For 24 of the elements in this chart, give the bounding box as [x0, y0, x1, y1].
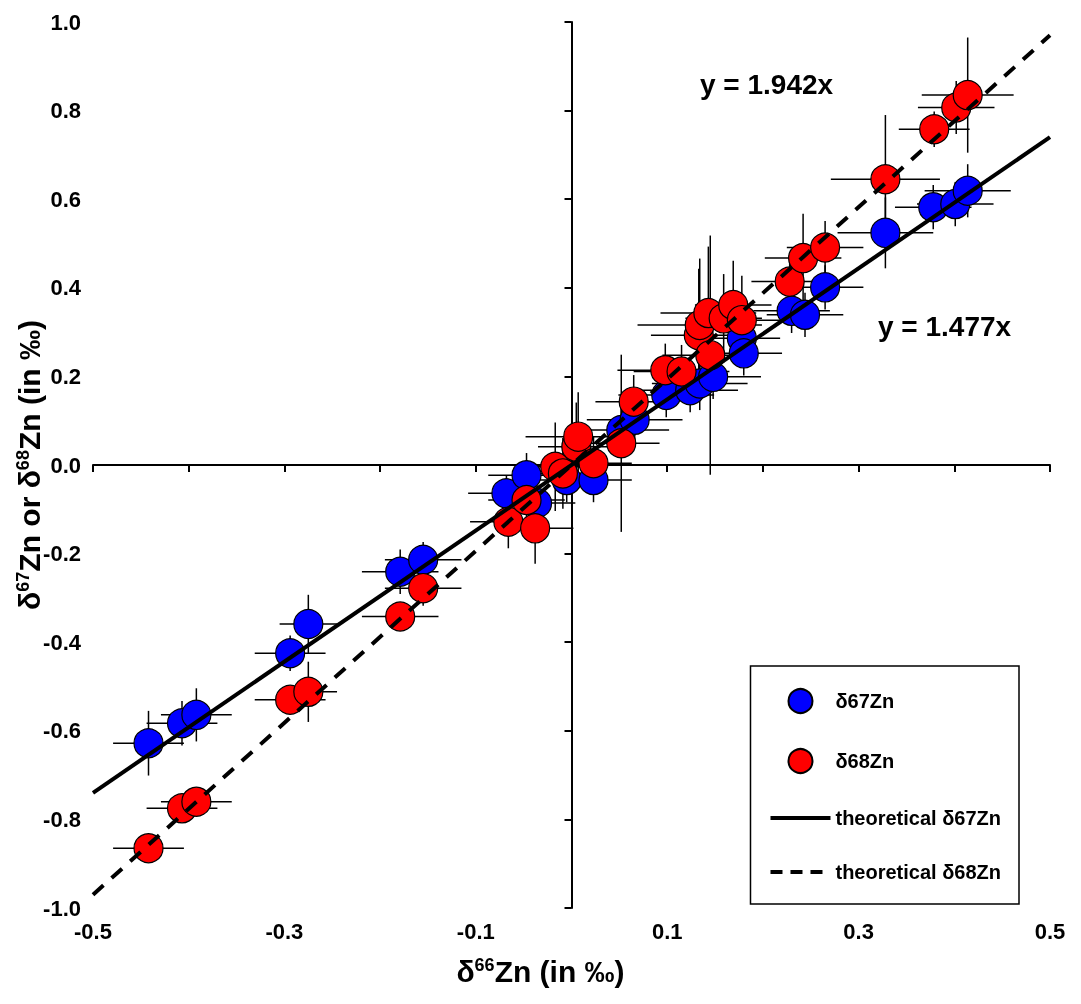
- legend-label: δ67Zn: [835, 690, 895, 712]
- x-tick-label: 0.3: [843, 918, 874, 944]
- legend-label: theoretical δ67Zn: [835, 807, 1002, 829]
- x-tick-label: -0.3: [265, 918, 304, 944]
- y-tick-label: -1.0: [43, 895, 81, 921]
- y-tick-label: 1.0: [50, 9, 81, 35]
- x-tick-label: -0.1: [456, 918, 495, 944]
- y-tick-label: -0.8: [43, 806, 81, 832]
- annotation: y = 1.477x: [878, 310, 1012, 342]
- x-tick-label: 0.1: [651, 918, 683, 944]
- y-tick-label: -0.6: [43, 718, 81, 744]
- y-tick-label: -0.2: [43, 541, 81, 567]
- x-tick-label: -0.5: [74, 918, 112, 944]
- x-axis-title: δ$^{66}$Zn (in ‰): [455, 955, 626, 989]
- y-tick-label: 0.0: [50, 452, 81, 478]
- y-tick-label: 0.2: [50, 363, 81, 389]
- annotation: y = 1.942x: [700, 68, 834, 100]
- legend-label: theoretical δ68Zn: [835, 861, 1002, 883]
- y-tick-label: 0.8: [50, 98, 81, 124]
- x-tick-label: 0.5: [1034, 918, 1066, 944]
- y-tick-label: -0.4: [43, 629, 82, 655]
- legend-label: δ68Zn: [835, 750, 895, 772]
- y-tick-label: 0.4: [50, 275, 82, 301]
- y-tick-label: 0.6: [50, 186, 81, 212]
